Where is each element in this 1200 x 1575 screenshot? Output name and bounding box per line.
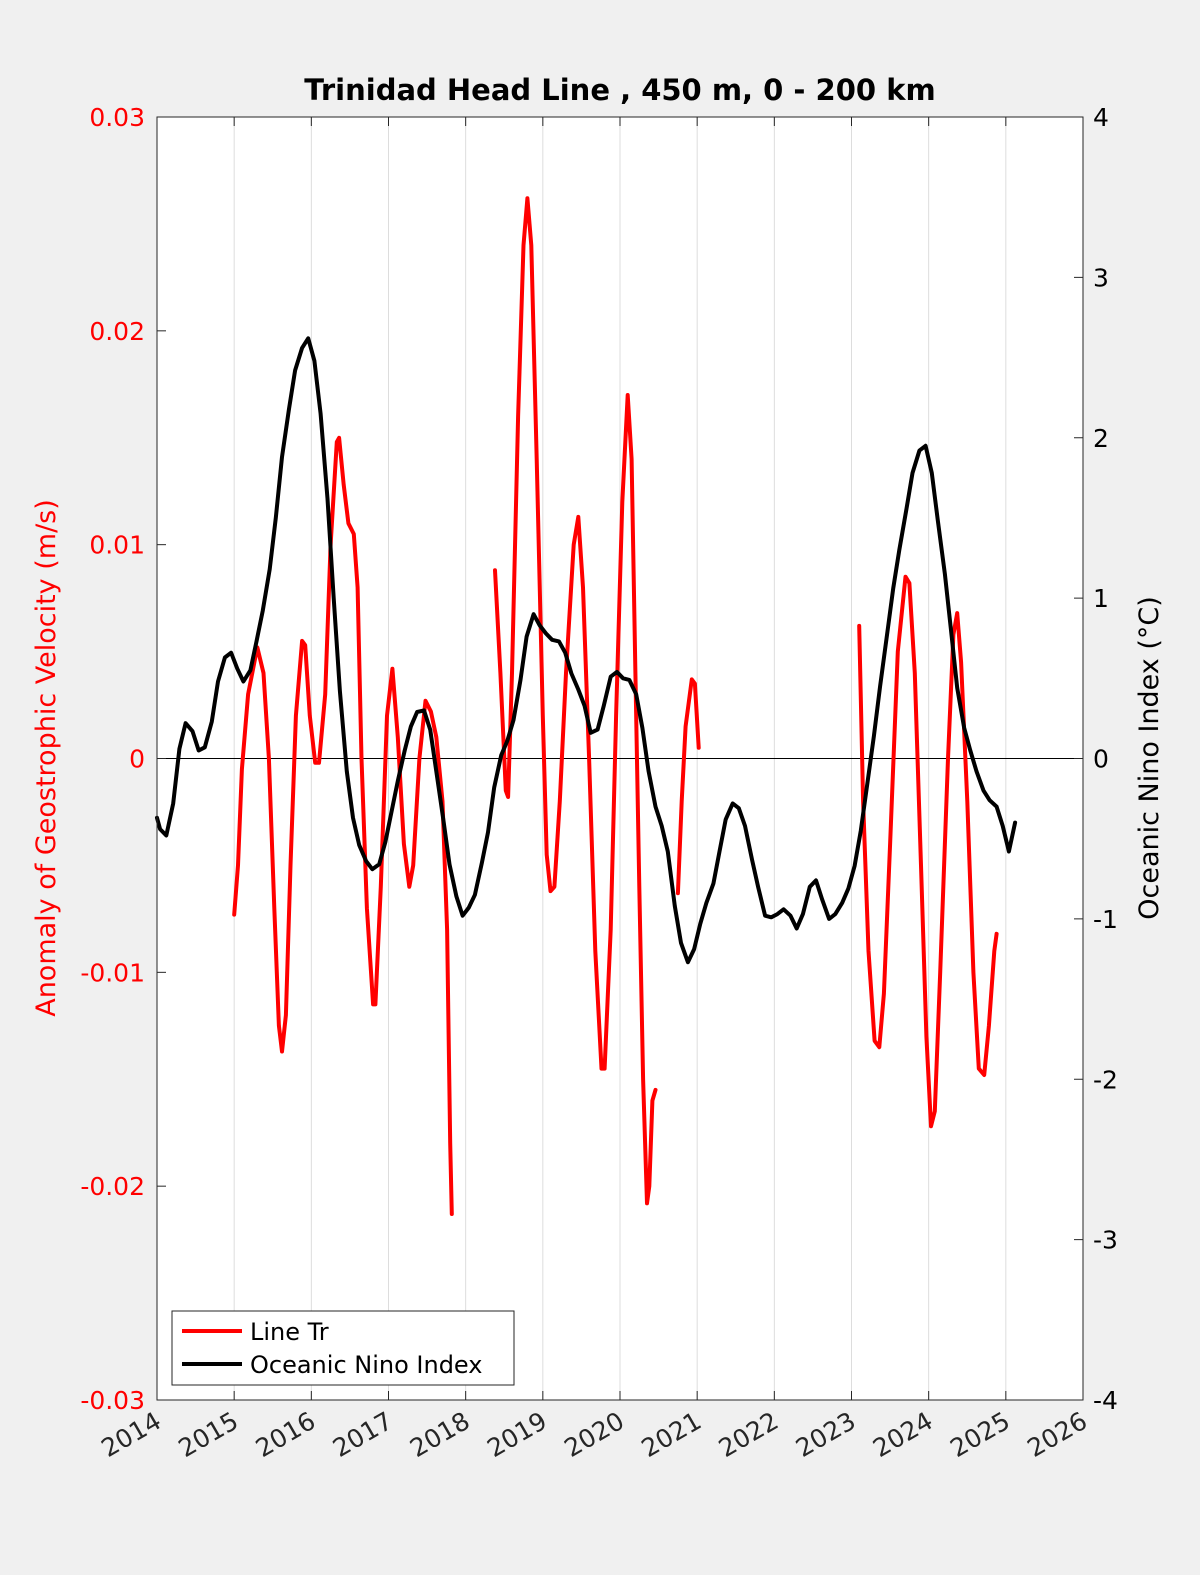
- x-tick-label-2024: 2024: [868, 1406, 938, 1463]
- x-tick-label-2020: 2020: [559, 1406, 629, 1463]
- y-right-tick-label-4: 4: [1093, 103, 1109, 132]
- y-axis-left-label: Anomaly of Geostrophic Velocity (m/s): [31, 499, 62, 1017]
- line-tr-series-segment-0: [232, 435, 454, 1216]
- y-right-tick-label-3: 3: [1093, 263, 1109, 292]
- x-tick-label-2019: 2019: [482, 1406, 552, 1463]
- x-tick-label-2025: 2025: [945, 1406, 1015, 1463]
- y-left-tick-label-0.01: 0.01: [89, 531, 145, 560]
- right-axis: -4 -3 -2 -1 0 1 2 3 4: [1074, 103, 1118, 1415]
- left-axis: -0.03 -0.02 -0.01 0 0.01 0.02 0.03: [80, 103, 166, 1415]
- y-right-tick-label-1: 1: [1093, 584, 1109, 613]
- legend: Line Tr Oceanic Nino Index: [171, 1310, 515, 1386]
- legend-box: [171, 1310, 515, 1386]
- y-left-tick-label-0: 0: [129, 745, 145, 774]
- x-tick-label-2021: 2021: [637, 1406, 707, 1463]
- x-tick-label-2018: 2018: [405, 1406, 475, 1463]
- line-tr-series-segment-2: [675, 677, 701, 896]
- y-left-tick-label--0.01: -0.01: [80, 958, 145, 987]
- x-tick-label-2026: 2026: [1022, 1406, 1092, 1463]
- legend-label-line-tr: Line Tr: [250, 1318, 329, 1346]
- y-right-tick-label-2: 2: [1093, 424, 1109, 453]
- series-layer: [155, 196, 1018, 1216]
- y-right-tick-label--4: -4: [1093, 1386, 1118, 1415]
- y-left-tick-label--0.02: -0.02: [80, 1172, 145, 1201]
- x-tick-label-2023: 2023: [791, 1406, 861, 1463]
- y-left-tick-label-0.02: 0.02: [89, 317, 145, 346]
- x-tick-label-2016: 2016: [251, 1406, 321, 1463]
- y-right-tick-label--1: -1: [1093, 905, 1118, 934]
- legend-label-oni: Oceanic Nino Index: [250, 1351, 482, 1379]
- y-right-tick-label--2: -2: [1093, 1065, 1118, 1094]
- x-tick-label-2017: 2017: [328, 1406, 398, 1463]
- y-left-tick-label--0.03: -0.03: [80, 1386, 145, 1415]
- y-right-tick-label--3: -3: [1093, 1226, 1118, 1255]
- y-axis-right-label: Oceanic Nino Index (°C): [1134, 596, 1165, 920]
- x-tick-label-2022: 2022: [714, 1406, 784, 1463]
- y-right-tick-label-0: 0: [1093, 745, 1109, 774]
- chart-title: Trinidad Head Line , 450 m, 0 - 200 km: [304, 73, 935, 107]
- x-tick-label-2015: 2015: [174, 1406, 244, 1463]
- line-tr-series-segment-1: [493, 196, 658, 1206]
- oni-series-segment-0: [155, 336, 1018, 965]
- line-tr-series-segment-3: [857, 574, 999, 1129]
- y-left-tick-label-0.03: 0.03: [89, 103, 145, 132]
